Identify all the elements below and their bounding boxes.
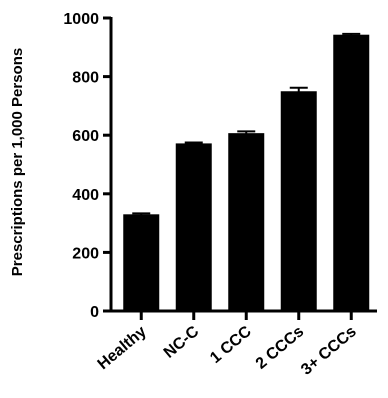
y-tick-label: 800 xyxy=(72,70,99,87)
x-category-label: NC-C xyxy=(161,323,203,362)
bar xyxy=(280,91,317,311)
y-tick-label: 1000 xyxy=(63,11,99,28)
y-tick-label: 400 xyxy=(72,187,99,204)
y-axis-title: Prescriptions per 1,000 Persons xyxy=(9,48,26,276)
bar xyxy=(123,214,160,311)
y-tick-label: 600 xyxy=(72,128,99,145)
bar xyxy=(228,133,265,311)
bar xyxy=(333,34,370,312)
y-tick-label: 200 xyxy=(72,245,99,262)
x-category-label: 3+ CCCs xyxy=(298,323,360,379)
x-category-label: Healthy xyxy=(95,323,150,373)
y-axis-title-group: Prescriptions per 1,000 Persons xyxy=(9,48,26,276)
x-category-label: 1 CCC xyxy=(207,323,255,367)
bar xyxy=(175,143,212,311)
y-tick-label: 0 xyxy=(90,304,99,321)
